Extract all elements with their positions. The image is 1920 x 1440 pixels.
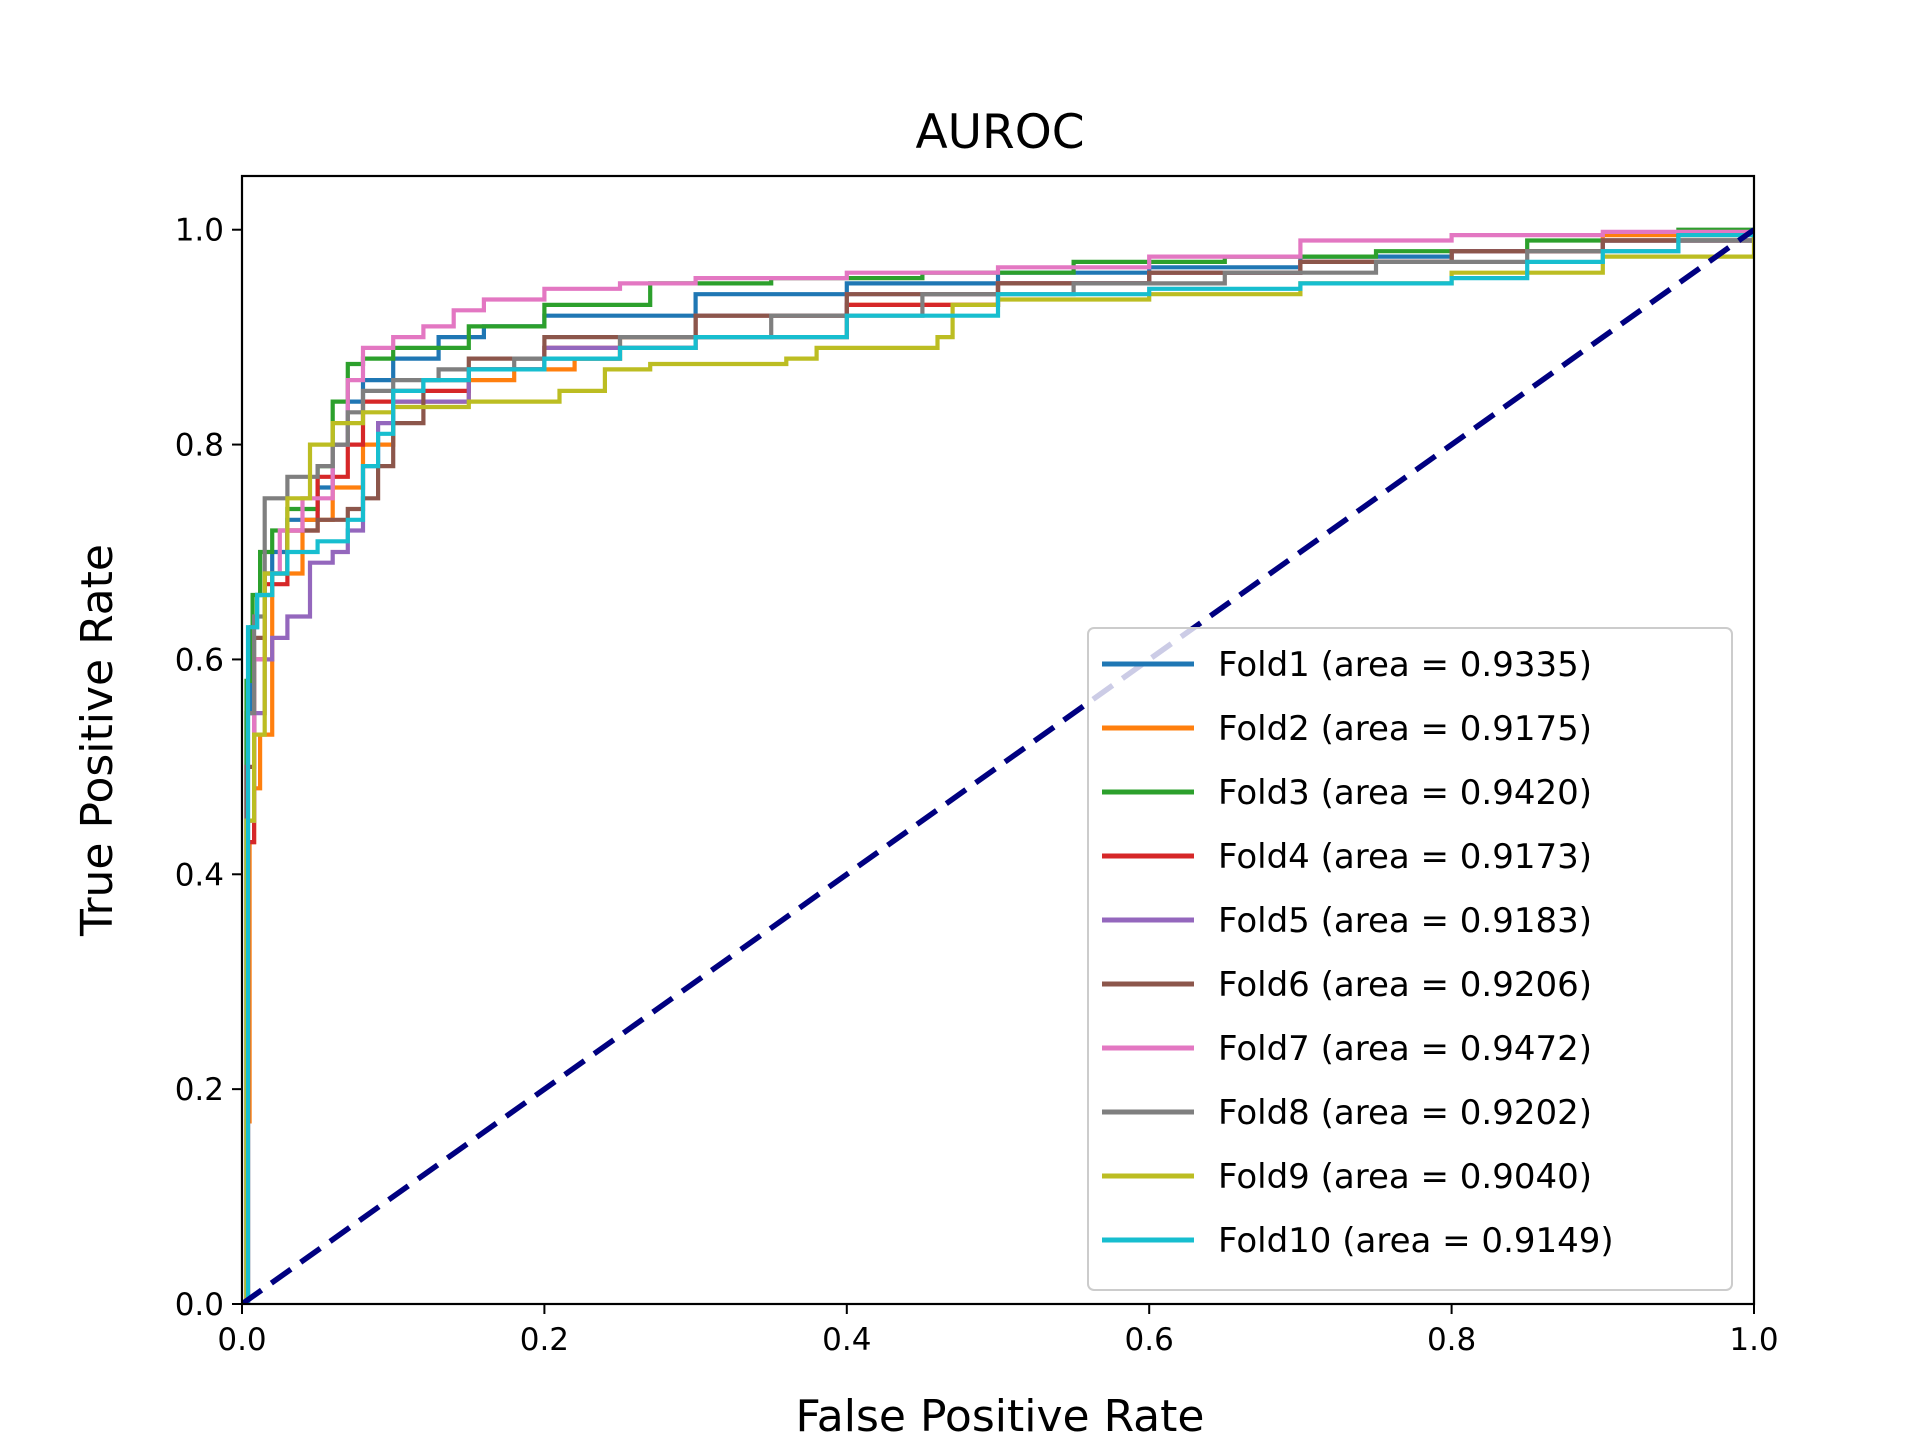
legend-label-fold-9: Fold9 (area = 0.9040) — [1218, 1157, 1592, 1197]
x-tick-label: 0.6 — [1125, 1322, 1174, 1358]
axis-ticks: 0.0 0.2 0.4 0.6 0.8 1.0 0.0 0.2 0.4 0.6 0.8 1.0 — [175, 213, 1779, 1358]
roc-curve-fold-8 — [242, 229, 1754, 1304]
x-tick-label: 1.0 — [1729, 1322, 1778, 1358]
legend-label-fold-4: Fold4 (area = 0.9173) — [1218, 837, 1592, 877]
legend-label-fold-8: Fold8 (area = 0.9202) — [1218, 1093, 1592, 1133]
x-tick-label: 0.4 — [822, 1322, 871, 1358]
y-tick-label: 0.6 — [175, 642, 224, 678]
y-axis-label: True Positive Rate — [72, 544, 123, 937]
legend-label-fold-6: Fold6 (area = 0.9206) — [1218, 965, 1592, 1005]
legend-label-fold-5: Fold5 (area = 0.9183) — [1218, 901, 1592, 941]
plot-area — [242, 227, 1754, 1304]
y-tick-label: 0.8 — [175, 428, 224, 464]
axes-frame — [240, 174, 1756, 1306]
y-tick-label: 0.4 — [175, 857, 224, 893]
chart-title: AUROC — [915, 105, 1084, 160]
roc-curve-fold-9 — [242, 229, 1754, 1304]
x-axis-label: False Positive Rate — [796, 1391, 1205, 1440]
x-tick-label: 0.8 — [1427, 1322, 1476, 1358]
legend-label-fold-3: Fold3 (area = 0.9420) — [1218, 773, 1592, 813]
legend-label-fold-2: Fold2 (area = 0.9175) — [1218, 709, 1592, 749]
y-tick-label: 0.2 — [175, 1072, 224, 1108]
roc-curve-fold-7 — [242, 229, 1754, 1304]
roc-curve-fold-10 — [242, 229, 1754, 1304]
x-tick-label: 0.2 — [520, 1322, 569, 1358]
chance-diagonal-line — [242, 227, 1754, 1304]
legend-box — [1087, 627, 1733, 1291]
y-tick-label: 1.0 — [175, 213, 224, 249]
legend-label-fold-7: Fold7 (area = 0.9472) — [1218, 1029, 1592, 1069]
legend: Fold1 (area = 0.9335) Fold2 (area = 0.917… — [1087, 627, 1733, 1291]
legend-label-fold-10: Fold10 (area = 0.9149) — [1218, 1221, 1614, 1261]
legend-label-fold-1: Fold1 (area = 0.9335) — [1218, 645, 1592, 685]
x-tick-label: 0.0 — [217, 1322, 266, 1358]
y-tick-label: 0.0 — [175, 1287, 224, 1323]
